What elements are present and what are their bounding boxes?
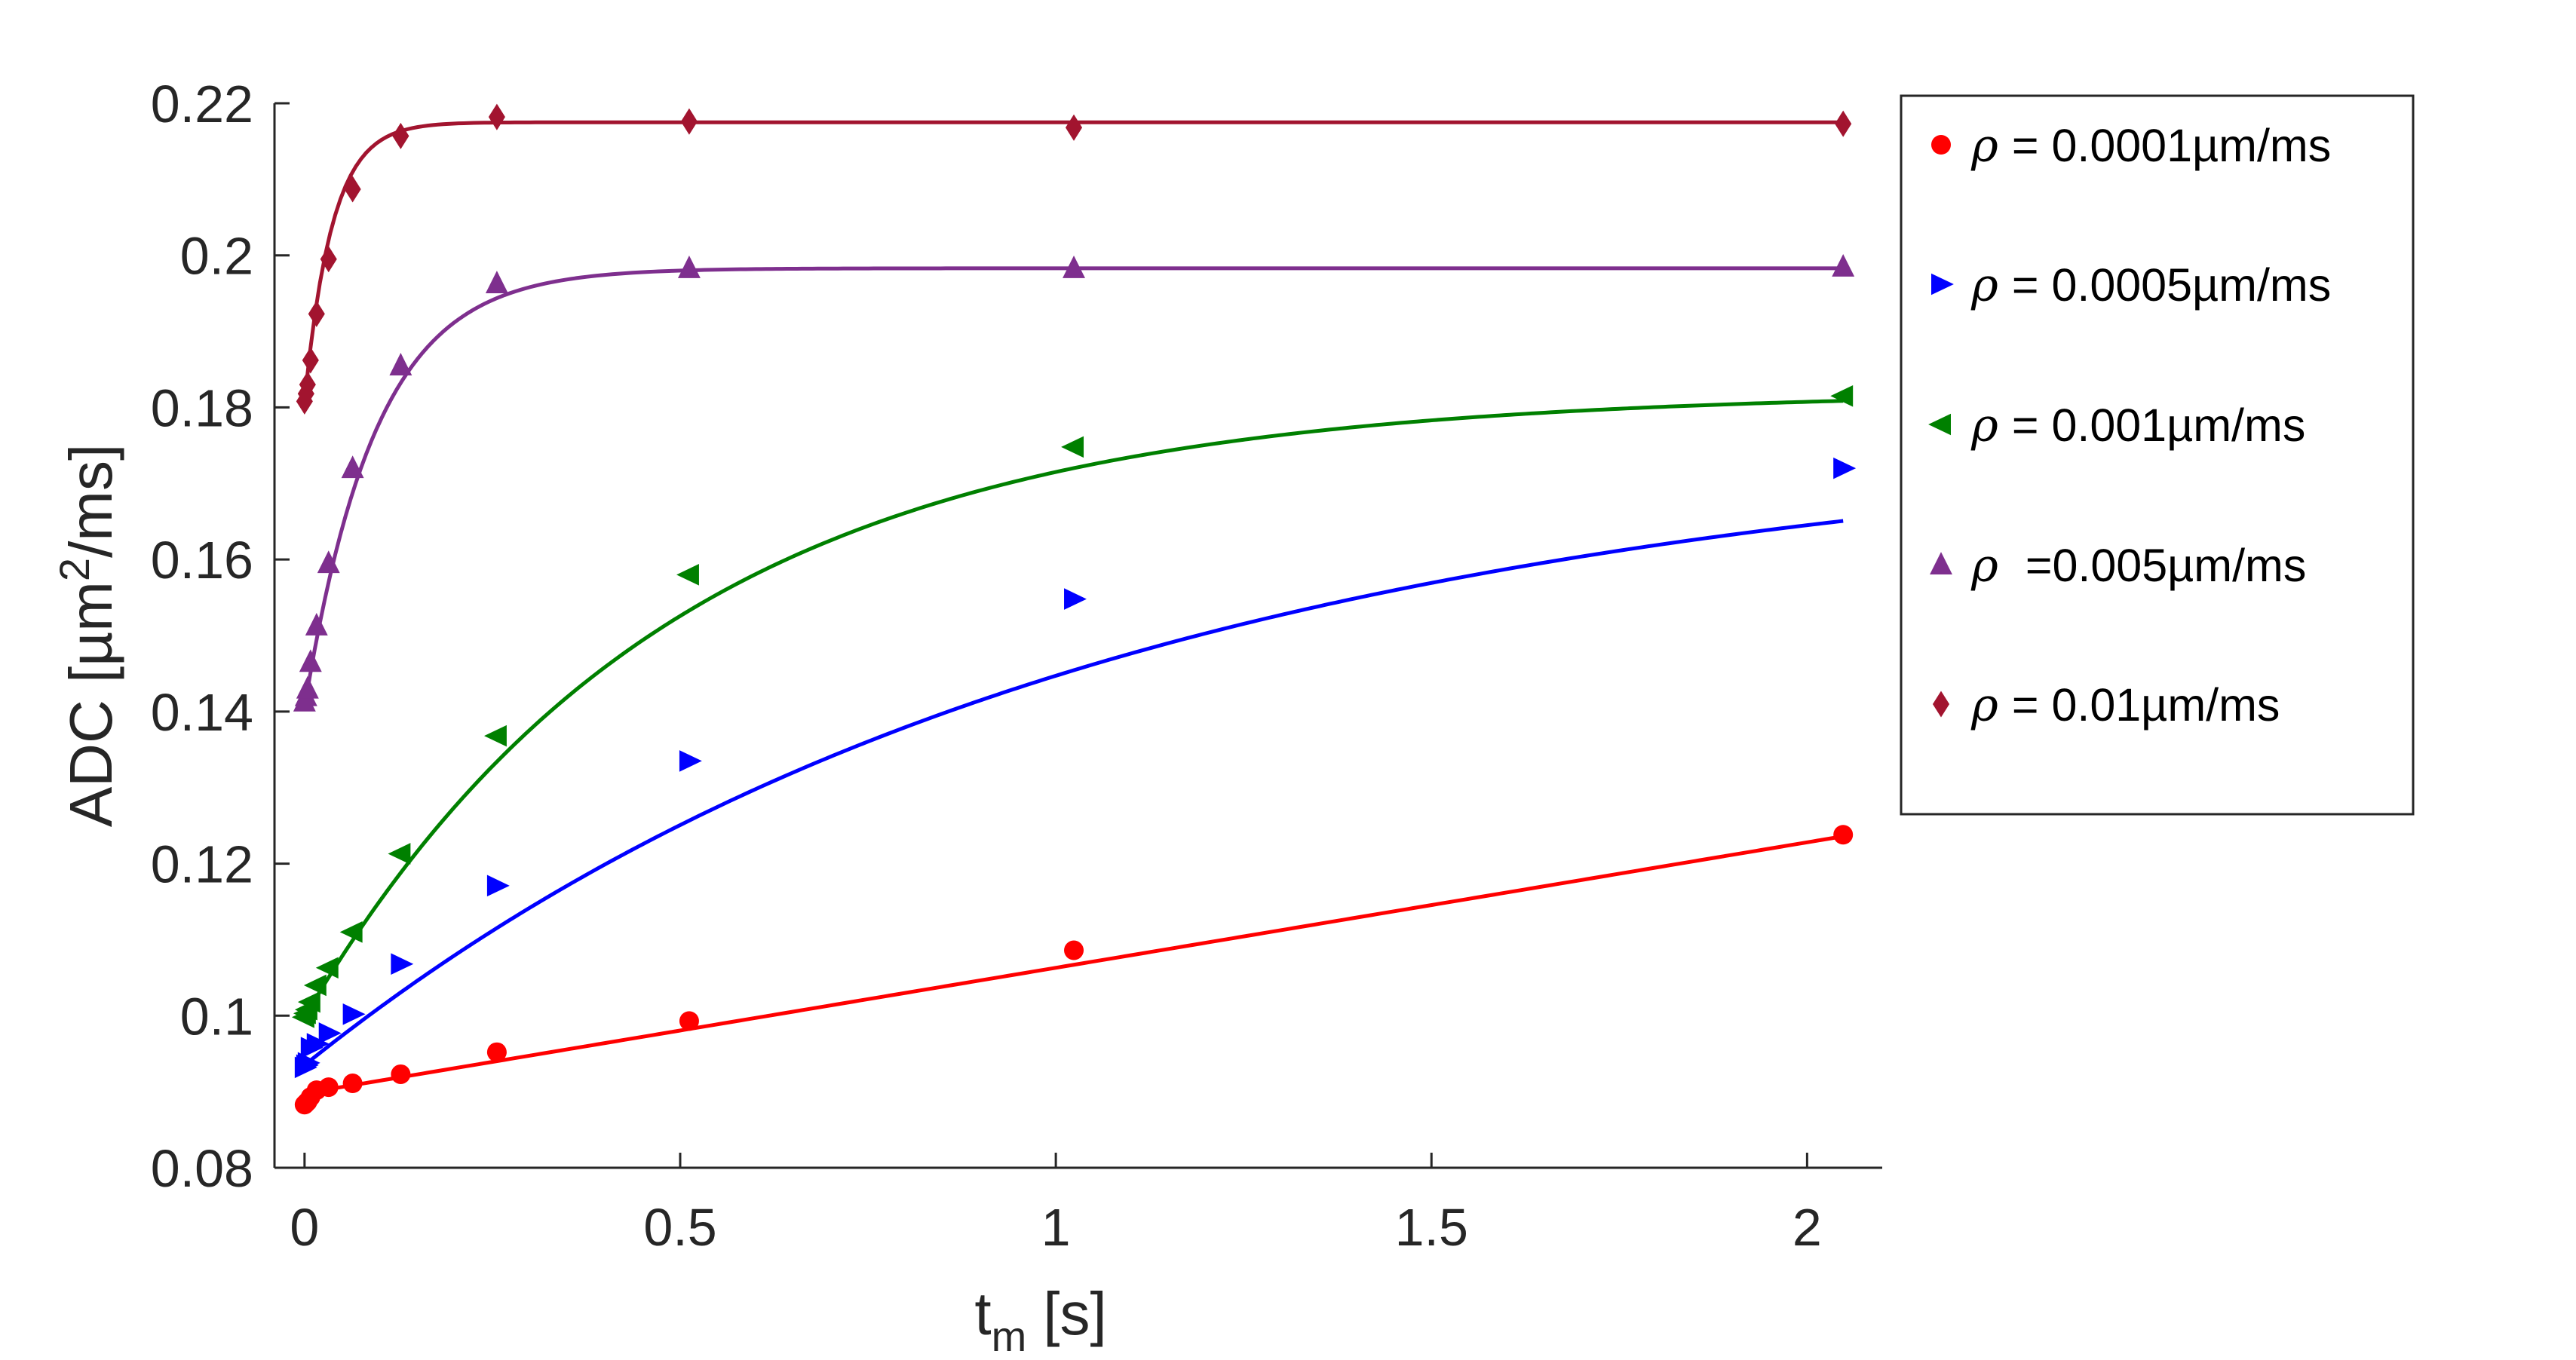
- data-point: [392, 122, 409, 149]
- data-point: [1832, 253, 1855, 277]
- legend-label: ρ = 0.0005µm/ms: [1970, 259, 2331, 312]
- data-point: [679, 750, 702, 772]
- legend-label: ρ = 0.0001µm/ms: [1970, 119, 2331, 173]
- data-point: [676, 564, 699, 586]
- legend-item-2: ρ = 0.0005µm/ms: [1931, 259, 2331, 312]
- legend-item-4: ρ =0.005µm/ms: [1930, 539, 2306, 593]
- data-point: [299, 371, 316, 398]
- data-point: [1063, 255, 1085, 278]
- fit-line: [302, 266, 1844, 709]
- data-point: [1064, 588, 1087, 610]
- data-point: [320, 246, 337, 273]
- data-point: [388, 843, 411, 865]
- legend: ρ = 0.0001µm/ms ρ = 0.0005µm/ms ρ = 0.001µm/m…: [1900, 94, 2415, 816]
- data-point: [389, 353, 412, 375]
- y-tick-label: 0.16: [151, 531, 253, 590]
- legend-box: [1900, 94, 2415, 816]
- data-point: [305, 612, 328, 636]
- data-point: [299, 649, 322, 672]
- data-point: [1830, 385, 1854, 407]
- series-layer: [291, 103, 1857, 1115]
- legend-marker: [1931, 135, 1951, 155]
- y-tick-label: 0.12: [151, 835, 253, 894]
- legend-label: ρ = 0.001µm/ms: [1970, 399, 2305, 452]
- data-point: [1065, 114, 1083, 141]
- series-3: [291, 385, 1854, 1028]
- axes: [273, 102, 1882, 1169]
- data-point: [308, 300, 325, 327]
- series-4: [293, 253, 1855, 712]
- data-point: [302, 347, 319, 374]
- data-point: [342, 1074, 363, 1094]
- data-point: [315, 957, 339, 979]
- y-tick-label: 0.2: [180, 227, 253, 286]
- data-point: [391, 1064, 411, 1084]
- legend-label: ρ =0.005µm/ms: [1970, 539, 2306, 593]
- data-point: [1064, 940, 1084, 960]
- data-point: [1833, 825, 1854, 845]
- x-tick-label: 0.5: [643, 1198, 716, 1257]
- x-tick-labels: 0 0.5 1 1.5 2: [290, 1198, 1821, 1257]
- data-point: [303, 974, 327, 997]
- legend-marker: [1932, 691, 1950, 718]
- fit-line: [304, 834, 1844, 1095]
- series-2: [294, 457, 1857, 1079]
- data-point: [485, 271, 508, 294]
- y-tick-label: 0.08: [151, 1139, 253, 1198]
- legend-item-5: ρ = 0.01µm/ms: [1932, 678, 2280, 732]
- data-point: [391, 953, 414, 976]
- data-point: [306, 1033, 330, 1055]
- data-point: [483, 724, 507, 747]
- x-axis-label: tm [s]: [974, 1280, 1106, 1360]
- y-tick-label: 0.22: [151, 75, 253, 133]
- data-point: [344, 176, 361, 203]
- data-point: [680, 108, 698, 135]
- y-tick-labels: 0.08 0.1 0.12 0.14 0.16 0.18 0.2 0.22: [151, 75, 253, 1198]
- y-tick-label: 0.1: [180, 987, 253, 1046]
- data-point: [1061, 436, 1084, 458]
- data-point: [679, 1011, 699, 1031]
- y-axis-label: ADC [µm2/ms]: [51, 444, 124, 827]
- x-tick-label: 1.5: [1395, 1198, 1468, 1257]
- fit-line: [302, 399, 1844, 1018]
- legend-marker: [1928, 413, 1951, 436]
- data-point: [341, 455, 364, 479]
- x-tick-label: 1: [1041, 1198, 1071, 1257]
- y-tick-label: 0.18: [151, 378, 253, 437]
- fit-line: [303, 519, 1844, 1067]
- legend-item-3: ρ = 0.001µm/ms: [1928, 399, 2305, 452]
- data-point: [486, 875, 510, 897]
- legend-marker: [1930, 552, 1952, 574]
- legend-marker: [1931, 273, 1954, 296]
- series-5: [296, 103, 1852, 415]
- data-point: [677, 255, 701, 278]
- data-point: [297, 991, 320, 1013]
- data-point: [296, 675, 319, 699]
- data-point: [486, 1042, 507, 1062]
- data-point: [318, 1022, 342, 1044]
- data-point: [1835, 110, 1852, 137]
- data-point: [318, 1077, 339, 1098]
- data-point: [342, 1003, 366, 1025]
- data-point: [339, 921, 363, 943]
- x-tick-label: 0: [290, 1198, 319, 1257]
- x-tick-label: 2: [1792, 1198, 1822, 1257]
- y-tick-label: 0.14: [151, 683, 253, 742]
- data-point: [297, 1052, 320, 1074]
- data-point: [1833, 457, 1857, 479]
- series-1: [294, 825, 1854, 1115]
- data-point: [317, 550, 340, 574]
- legend-item-1: ρ = 0.0001µm/ms: [1931, 119, 2331, 173]
- legend-label: ρ = 0.01µm/ms: [1970, 678, 2280, 732]
- data-point: [488, 103, 505, 130]
